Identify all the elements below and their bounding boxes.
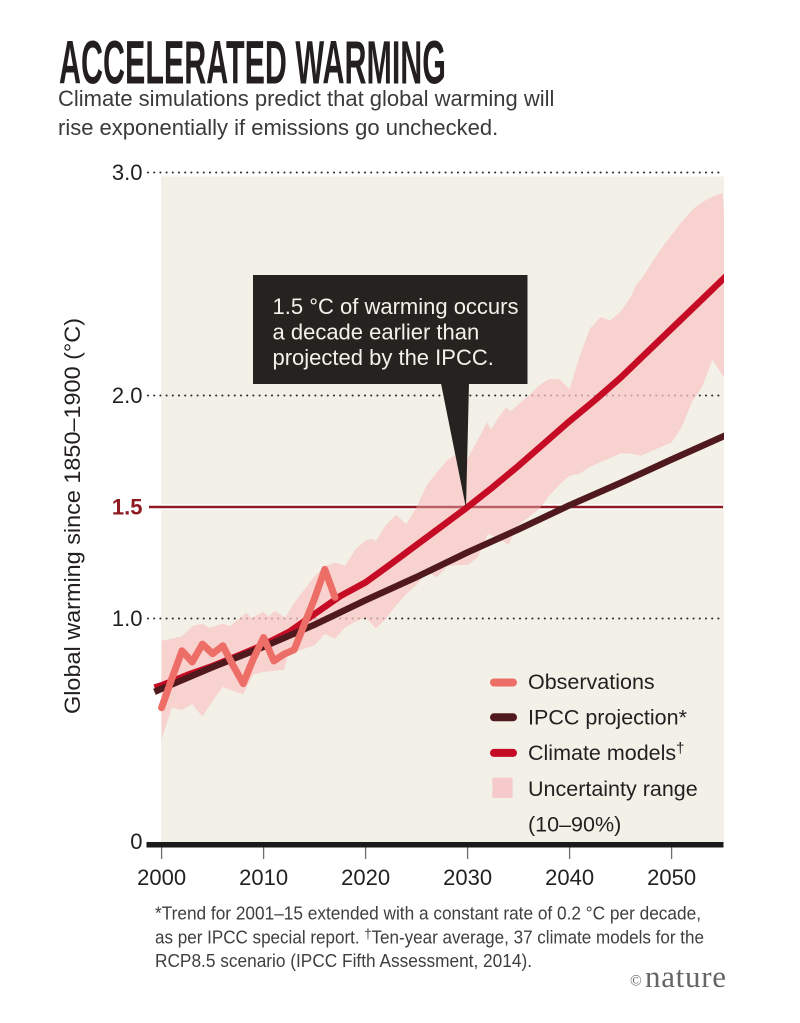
svg-text:1.5 °C of warming occurs: 1.5 °C of warming occurs — [273, 294, 519, 319]
svg-text:2030: 2030 — [443, 865, 492, 890]
svg-text:Uncertainty range: Uncertainty range — [528, 777, 698, 801]
svg-text:2040: 2040 — [545, 865, 594, 890]
svg-text:2050: 2050 — [647, 865, 696, 890]
svg-text:as per IPCC special report. †T: as per IPCC special report. †Ten-year av… — [155, 926, 704, 948]
svg-text:*Trend for 2001–15 extended wi: *Trend for 2001–15 extended with a const… — [155, 903, 701, 924]
svg-text:0: 0 — [130, 829, 142, 854]
svg-text:©: © — [630, 973, 642, 990]
svg-text:2020: 2020 — [341, 865, 390, 890]
svg-text:ACCELERATED WARMING: ACCELERATED WARMING — [59, 29, 446, 98]
svg-text:1.5: 1.5 — [112, 495, 143, 520]
svg-text:3.0: 3.0 — [112, 160, 143, 185]
svg-text:Global warming since 1850–1900: Global warming since 1850–1900 (°C) — [60, 318, 85, 714]
svg-text:rise exponentially if emission: rise exponentially if emissions go unche… — [58, 115, 498, 140]
svg-text:nature: nature — [645, 959, 726, 994]
svg-text:2010: 2010 — [239, 865, 288, 890]
svg-text:1.0: 1.0 — [112, 606, 143, 631]
svg-text:projected by the IPCC.: projected by the IPCC. — [273, 345, 494, 370]
svg-text:2000: 2000 — [137, 865, 186, 890]
svg-text:2.0: 2.0 — [112, 383, 143, 408]
svg-text:IPCC projection*: IPCC projection* — [528, 706, 688, 730]
svg-text:(10–90%): (10–90%) — [528, 812, 621, 836]
svg-text:RCP8.5 scenario (IPCC Fifth As: RCP8.5 scenario (IPCC Fifth Assessment, … — [155, 950, 532, 971]
svg-text:a decade earlier than: a decade earlier than — [273, 319, 480, 344]
svg-text:Observations: Observations — [528, 670, 655, 694]
svg-text:Climate models†: Climate models† — [528, 740, 685, 765]
svg-text:Climate simulations predict th: Climate simulations predict that global … — [58, 86, 554, 111]
